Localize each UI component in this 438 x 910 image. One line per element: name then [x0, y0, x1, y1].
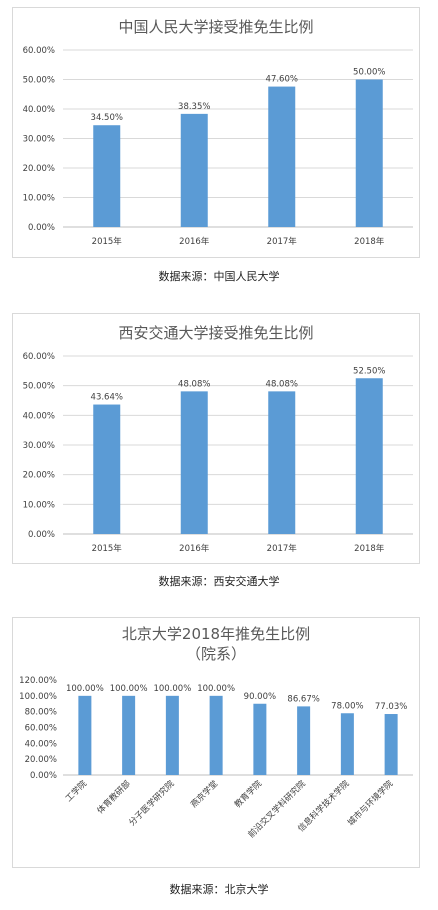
x-tick-label: 城市与环境学院: [345, 778, 395, 828]
y-tick-label: 20.00%: [23, 164, 55, 174]
y-tick-label: 50.00%: [23, 76, 55, 86]
data-label: 38.35%: [178, 102, 210, 112]
chart-pku-svg: 北京大学2018年推免生比例 （院系） 0.00% 20.00% 40.00% 60.00…: [19, 625, 413, 840]
x-tick-label: 体育教研部: [95, 778, 133, 816]
bar: [180, 113, 208, 227]
y-tick-label: 60.00%: [25, 724, 57, 734]
y-tick-label: 40.00%: [25, 739, 57, 749]
y-tick-label: 30.00%: [23, 135, 55, 145]
y-tick-label: 80.00%: [25, 708, 57, 718]
data-label: 86.67%: [287, 694, 319, 704]
bar: [268, 86, 296, 227]
bar: [78, 695, 92, 775]
x-tick-label: 2015年: [92, 543, 123, 554]
x-tick-label: 教育学院: [232, 778, 264, 810]
data-label: 90.00%: [244, 692, 276, 702]
data-label: 78.00%: [331, 701, 363, 711]
caption-pku: 数据来源：北京大学: [169, 883, 269, 896]
bar: [355, 79, 383, 227]
x-tick-label: 2018年: [354, 236, 385, 247]
x-tick-label: 燕京学堂: [188, 778, 220, 810]
x-tick-label: 2018年: [354, 543, 385, 554]
bar: [340, 713, 354, 775]
bar: [180, 391, 208, 534]
bar: [355, 378, 383, 534]
x-tick-label: 工学院: [63, 778, 89, 804]
x-tick-label: 2016年: [179, 543, 210, 554]
data-label: 100.00%: [153, 684, 191, 694]
bar: [93, 404, 121, 534]
data-label: 50.00%: [353, 68, 385, 78]
y-tick-label: 10.00%: [23, 500, 55, 510]
data-label: 77.03%: [375, 702, 407, 712]
y-tick-label: 20.00%: [25, 755, 57, 765]
y-tick-label: 0.00%: [28, 223, 55, 233]
bar: [209, 695, 223, 775]
x-tick-label: 分子医学研究院: [127, 778, 177, 828]
chart-panel-renmin: 中国人民大学接受推免生比例 0.00% 10.00% 20.00% 30.00% 40.0…: [12, 7, 420, 258]
x-tick-label: 2015年: [92, 236, 123, 247]
data-label: 100.00%: [110, 684, 148, 694]
caption-renmin: 数据来源：中国人民大学: [158, 270, 280, 283]
data-label: 34.50%: [91, 113, 123, 123]
data-label: 47.60%: [266, 75, 298, 85]
data-label: 48.08%: [266, 379, 298, 389]
chart-panel-xjtu: 西安交通大学接受推免生比例 0.00% 10.00% 20.00% 30.00% 40.0…: [12, 313, 420, 564]
bar: [122, 695, 136, 775]
bar: [93, 125, 121, 227]
y-tick-label: 10.00%: [23, 194, 55, 204]
chart-title: 中国人民大学接受推免生比例: [118, 18, 313, 36]
y-tick-label: 60.00%: [23, 352, 55, 362]
chart-title: 北京大学2018年推免生比例: [122, 625, 310, 643]
bar: [253, 703, 267, 775]
chart-xjtu-svg: 西安交通大学接受推免生比例 0.00% 10.00% 20.00% 30.00% 40.0…: [23, 324, 413, 554]
bar: [165, 695, 179, 775]
y-tick-label: 0.00%: [30, 771, 57, 781]
y-tick-label: 50.00%: [23, 382, 55, 392]
bar: [268, 391, 296, 534]
chart-panel-pku: 北京大学2018年推免生比例 （院系） 0.00% 20.00% 40.00% 60.00…: [12, 617, 420, 868]
data-label: 100.00%: [66, 684, 104, 694]
chart-title: 西安交通大学接受推免生比例: [118, 324, 313, 342]
x-tick-label: 2017年: [267, 543, 298, 554]
y-tick-label: 100.00%: [19, 692, 57, 702]
y-tick-label: 120.00%: [19, 676, 57, 686]
bar: [384, 714, 398, 775]
data-label: 100.00%: [197, 684, 235, 694]
data-label: 52.50%: [353, 366, 385, 376]
y-tick-label: 40.00%: [23, 411, 55, 421]
y-tick-label: 20.00%: [23, 471, 55, 481]
x-tick-label: 2016年: [179, 236, 210, 247]
y-tick-label: 0.00%: [28, 530, 55, 540]
y-tick-label: 60.00%: [23, 46, 55, 56]
data-label: 43.64%: [91, 393, 123, 403]
chart-renmin-svg: 中国人民大学接受推免生比例 0.00% 10.00% 20.00% 30.00% 40.0…: [23, 18, 413, 247]
bar: [297, 706, 311, 775]
y-tick-label: 40.00%: [23, 105, 55, 115]
x-tick-label: 2017年: [267, 236, 298, 247]
caption-xjtu: 数据来源：西安交通大学: [158, 575, 280, 588]
chart-subtitle: （院系）: [186, 645, 246, 663]
data-label: 48.08%: [178, 379, 210, 389]
y-tick-label: 30.00%: [23, 441, 55, 451]
